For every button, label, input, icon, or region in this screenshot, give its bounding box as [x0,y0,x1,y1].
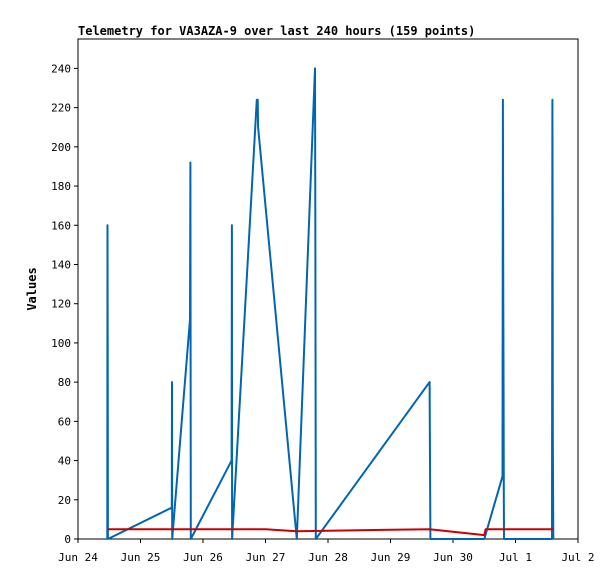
x-tick-label: Jun 27 [246,551,286,564]
y-tick-label: 80 [58,376,71,389]
series-line-2 [107,528,554,537]
x-tick-label: Jun 29 [371,551,411,564]
y-tick-label: 100 [51,337,71,350]
y-tick-label: 180 [51,180,71,193]
y-tick-label: 160 [51,219,71,232]
x-tick-label: Jul 1 [499,551,532,564]
x-tick-label: Jun 25 [121,551,161,564]
y-tick-label: 140 [51,258,71,271]
y-axis-label: Values [25,267,39,310]
x-tick-label: Jun 28 [308,551,348,564]
series-group [106,67,555,540]
y-tick-label: 60 [58,415,71,428]
y-tick-label: 240 [51,62,71,75]
y-tick-label: 0 [64,533,71,546]
y-tick-label: 40 [58,455,71,468]
x-tick-label: Jun 24 [58,551,98,564]
series-line-1 [106,67,555,540]
x-tick-label: Jun 26 [183,551,223,564]
x-tick-label: Jul 2 [561,551,594,564]
plot-frame [77,38,579,540]
chart-title: Telemetry for VA3AZA-9 over last 240 hou… [78,24,475,38]
x-tick-label: Jun 30 [433,551,473,564]
y-axis-ticks: 0 20 40 60 80 100 120 140 160 180 200 220 240 [51,62,78,546]
y-tick-label: 120 [51,298,71,311]
y-tick-label: 20 [58,494,71,507]
x-axis-ticks: Jun 24 Jun 25 Jun 26 Jun 27 Jun 28 Jun 29 Jun … [58,539,595,564]
y-tick-label: 200 [51,141,71,154]
y-tick-label: 220 [51,102,71,115]
